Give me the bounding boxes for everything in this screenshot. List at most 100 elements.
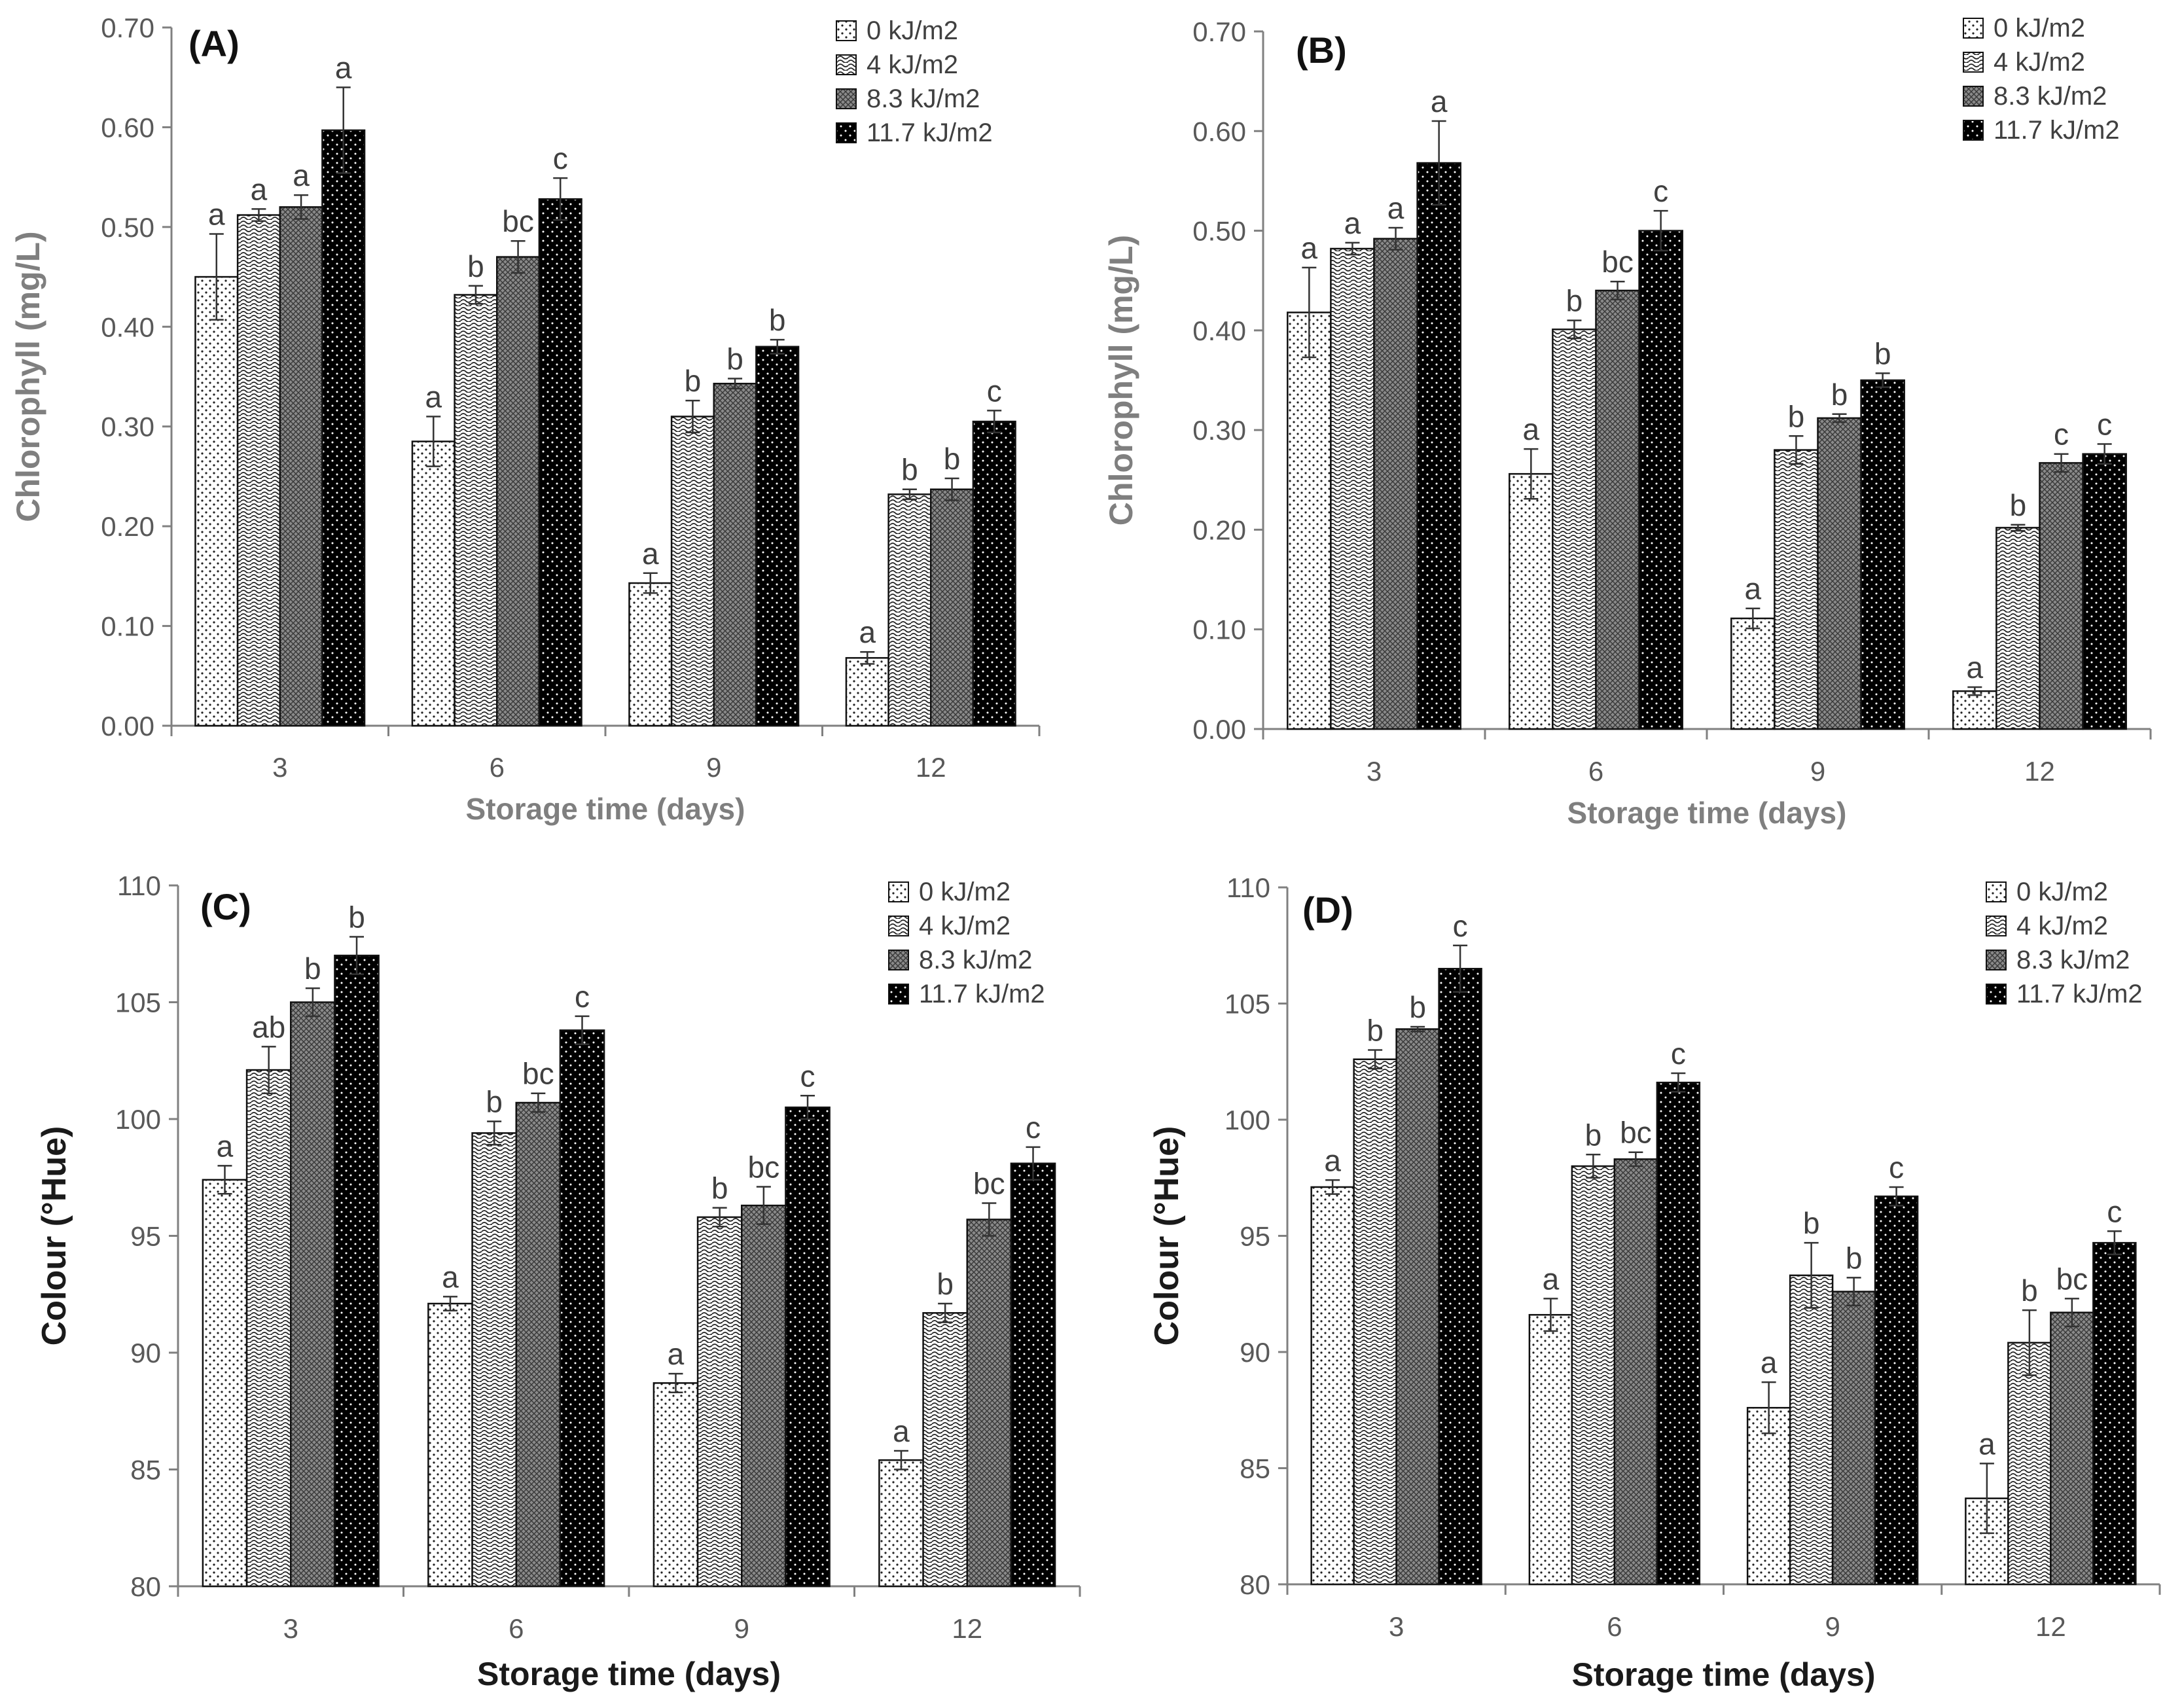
panel-label: (D) — [1302, 889, 1353, 931]
chart-panel-3: 808590951001051103aabbb6abbcc9abbcc12abb… — [35, 870, 1081, 1692]
significance-letter: a — [217, 1129, 234, 1163]
legend-swatch — [1986, 916, 2007, 936]
significance-letter: b — [937, 1267, 954, 1301]
legend-swatch — [836, 122, 857, 143]
bar — [1509, 472, 1554, 730]
legend-swatch — [1963, 120, 1984, 141]
significance-letter: b — [1566, 284, 1583, 318]
bar — [496, 256, 541, 727]
significance-letter: bc — [748, 1150, 780, 1184]
bar — [628, 582, 673, 727]
y-tick-label: 95 — [130, 1221, 161, 1252]
significance-letter: c — [1671, 1037, 1686, 1071]
bar — [538, 198, 582, 727]
y-axis-title: Colour (°Hue) — [35, 1126, 73, 1346]
significance-letter: c — [553, 141, 568, 175]
bar — [922, 1312, 969, 1588]
significance-letter: c — [1653, 174, 1668, 208]
significance-letter: bc — [502, 204, 534, 238]
x-tick-label: 6 — [1607, 1611, 1622, 1642]
significance-letter: a — [1523, 412, 1540, 446]
significance-letter: a — [1324, 1143, 1341, 1177]
y-tick-label: 0.60 — [101, 112, 154, 143]
y-tick-label: 0.10 — [101, 611, 154, 642]
legend-swatch — [1963, 52, 1984, 73]
legend-label: 11.7 kJ/m2 — [919, 980, 1045, 1008]
significance-letter: b — [711, 1171, 728, 1205]
bar — [515, 1101, 562, 1588]
bar — [1353, 1058, 1397, 1586]
significance-letter: b — [1846, 1241, 1863, 1275]
y-tick-label: 0.50 — [1192, 216, 1246, 247]
bar — [454, 294, 498, 727]
significance-letter: bc — [1620, 1116, 1652, 1150]
significance-letter: c — [575, 980, 590, 1014]
panel-label: (A) — [188, 23, 240, 64]
significance-letter: b — [486, 1085, 503, 1119]
significance-letter: a — [293, 158, 310, 192]
panel-label: (B) — [1296, 29, 1347, 71]
y-tick-label: 0.00 — [101, 711, 154, 741]
significance-letter: a — [642, 537, 659, 571]
significance-letter: a — [1431, 84, 1448, 118]
y-tick-label: 0.00 — [1192, 714, 1246, 745]
significance-letter: a — [668, 1337, 685, 1371]
legend-swatch — [1963, 86, 1984, 107]
y-tick-label: 85 — [130, 1455, 161, 1486]
legend-label: 11.7 kJ/m2 — [867, 118, 993, 147]
bar — [653, 1382, 699, 1588]
y-tick-label: 0.60 — [1192, 116, 1246, 147]
legend-swatch — [1986, 984, 2007, 1005]
significance-letter: b — [304, 952, 321, 986]
x-tick-label: 12 — [952, 1613, 982, 1644]
legend-swatch — [1986, 950, 2007, 970]
significance-letter: a — [251, 172, 268, 206]
significance-letter: c — [1889, 1150, 1904, 1184]
y-tick-label: 85 — [1240, 1453, 1270, 1484]
y-tick-label: 0.20 — [101, 511, 154, 542]
significance-letter: bc — [1601, 245, 1634, 279]
bar — [930, 488, 975, 727]
bar — [1774, 449, 1819, 730]
y-tick-label: 110 — [117, 870, 161, 901]
bar — [887, 493, 932, 727]
bar — [2082, 453, 2127, 730]
legend-swatch — [836, 54, 857, 75]
x-tick-label: 3 — [272, 752, 287, 783]
legend-label: 11.7 kJ/m2 — [1994, 116, 2120, 145]
bar — [785, 1106, 831, 1588]
significance-letter: a — [425, 380, 442, 414]
bar — [1330, 247, 1375, 730]
bar — [1613, 1158, 1658, 1586]
bar — [1287, 311, 1332, 730]
legend-label: 4 kJ/m2 — [1994, 48, 2085, 77]
bar — [1860, 379, 1905, 730]
bar — [1310, 1186, 1355, 1586]
bar — [1528, 1313, 1573, 1586]
bar — [755, 346, 800, 727]
significance-letter: a — [1745, 572, 1762, 606]
legend: 0 kJ/m2 4 kJ/m2 8.3 kJ/m2 11.7 kJ/m2 — [1986, 878, 2143, 1008]
legend-label: 0 kJ/m2 — [1994, 14, 2085, 43]
y-tick-label: 105 — [1225, 989, 1270, 1020]
bar — [245, 1069, 292, 1588]
bar — [559, 1029, 605, 1588]
bar — [966, 1219, 1012, 1588]
bar — [845, 657, 889, 727]
significance-letter: b — [2010, 488, 2027, 522]
legend-label: 8.3 kJ/m2 — [2016, 946, 2130, 974]
significance-letter: b — [348, 900, 365, 934]
x-tick-label: 3 — [1367, 756, 1382, 787]
significance-letter: b — [1788, 399, 1805, 433]
significance-letter: a — [208, 198, 225, 232]
legend-label: 0 kJ/m2 — [2016, 878, 2108, 906]
bar — [741, 1204, 787, 1588]
significance-letter: b — [769, 303, 786, 337]
significance-letter: a — [1387, 191, 1404, 225]
bar — [1010, 1162, 1056, 1588]
legend: 0 kJ/m2 4 kJ/m2 8.3 kJ/m2 11.7 kJ/m2 — [1963, 14, 2120, 145]
panel-label: (C) — [200, 886, 251, 927]
bar — [1995, 527, 2041, 730]
